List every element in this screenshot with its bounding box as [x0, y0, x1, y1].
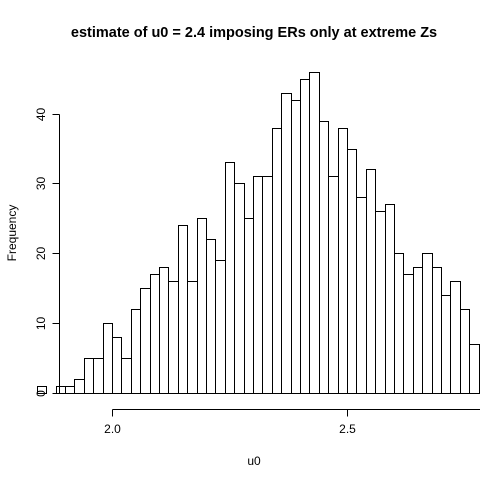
- y-tick-label: 20: [34, 247, 48, 261]
- histogram-bar: [253, 176, 263, 394]
- histogram-bars: [37, 72, 480, 394]
- histogram-bar: [37, 386, 47, 394]
- histogram-bar: [375, 211, 386, 394]
- histogram-bar: [140, 288, 151, 394]
- y-tick-label: 10: [34, 317, 48, 331]
- y-axis: 0 10 20 30 40: [34, 108, 60, 397]
- histogram-bar: [234, 183, 245, 394]
- histogram-bar: [206, 239, 216, 394]
- histogram-bar: [432, 267, 442, 394]
- histogram-bar: [178, 225, 188, 394]
- x-tick-label: 2.5: [339, 422, 356, 436]
- histogram-bar: [168, 281, 179, 394]
- histogram-bar: [460, 309, 470, 394]
- histogram-bar: [291, 100, 301, 394]
- x-axis: 2.02.53.0: [104, 409, 480, 436]
- histogram-bar: [150, 274, 160, 394]
- histogram-bar: [385, 204, 395, 394]
- histogram-bar: [319, 121, 329, 394]
- histogram-bar: [272, 128, 282, 394]
- histogram-bar: [403, 274, 414, 394]
- histogram-bar: [469, 344, 480, 394]
- histogram-bar: [347, 149, 357, 394]
- histogram-bar: [338, 128, 348, 394]
- y-tick-label: 30: [34, 177, 48, 191]
- histogram-bar: [112, 337, 122, 394]
- x-tick-label: 2.0: [104, 422, 121, 436]
- chart-title: estimate of u0 = 2.4 imposing ERs only a…: [71, 25, 437, 41]
- histogram-bar: [93, 358, 104, 394]
- histogram-bar: [215, 260, 226, 394]
- histogram-bar: [281, 93, 292, 394]
- histogram-bar: [441, 295, 451, 394]
- histogram-bar: [366, 169, 376, 394]
- y-tick-label: 40: [34, 108, 48, 122]
- histogram-bar: [300, 79, 310, 394]
- histogram-bar: [74, 379, 85, 394]
- histogram-bar: [159, 267, 169, 394]
- x-axis-label: u0: [247, 454, 261, 468]
- histogram-bar: [422, 253, 433, 394]
- histogram-bar: [328, 176, 339, 394]
- histogram-bar: [413, 267, 423, 394]
- histogram-bar: [103, 323, 113, 394]
- histogram-bar: [84, 358, 94, 394]
- histogram-bar: [121, 358, 132, 394]
- histogram-bar: [394, 253, 404, 394]
- histogram-bar: [131, 309, 141, 394]
- histogram-bar: [309, 72, 320, 394]
- histogram-bar: [244, 218, 254, 394]
- histogram-bar: [450, 281, 461, 394]
- histogram-bar: [197, 218, 207, 394]
- histogram-bar: [262, 176, 273, 394]
- histogram-bar: [65, 386, 75, 394]
- histogram-bar: [225, 162, 235, 394]
- y-axis-label: Frequency: [5, 205, 19, 262]
- histogram-bar: [187, 281, 198, 394]
- histogram-bar: [356, 197, 367, 394]
- y-tick-label: 0: [34, 390, 48, 397]
- histogram-bar: [56, 386, 66, 394]
